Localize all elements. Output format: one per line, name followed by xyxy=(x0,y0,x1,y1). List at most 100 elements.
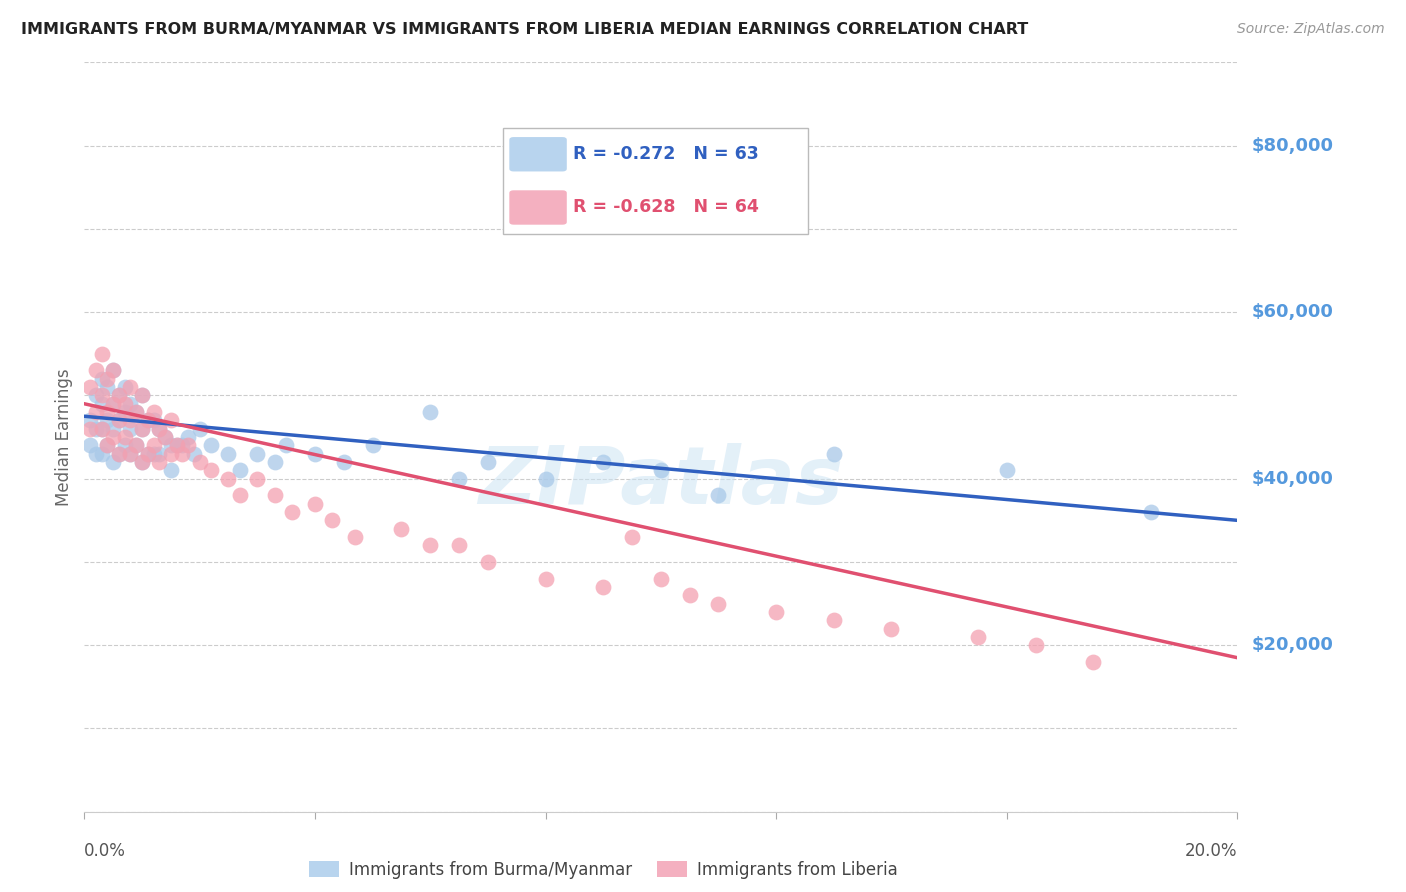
Point xyxy=(160,463,183,477)
Point xyxy=(96,372,118,386)
Point xyxy=(160,413,183,427)
Point xyxy=(449,472,471,486)
Point xyxy=(391,522,413,536)
Text: ZIPatlas: ZIPatlas xyxy=(478,443,844,521)
Point xyxy=(160,447,183,461)
Point xyxy=(108,413,131,427)
Point xyxy=(84,405,107,419)
Point xyxy=(188,455,211,469)
Point xyxy=(765,605,787,619)
Text: Source: ZipAtlas.com: Source: ZipAtlas.com xyxy=(1237,22,1385,37)
Point xyxy=(177,430,200,444)
Point xyxy=(84,388,107,402)
Point xyxy=(90,372,112,386)
Point xyxy=(142,438,165,452)
Text: 0.0%: 0.0% xyxy=(84,842,127,860)
Point xyxy=(477,455,499,469)
Point xyxy=(246,447,269,461)
Point xyxy=(131,388,153,402)
Text: $80,000: $80,000 xyxy=(1251,136,1333,154)
Point xyxy=(153,430,176,444)
Point xyxy=(419,538,441,552)
Point xyxy=(96,438,118,452)
Point xyxy=(125,405,148,419)
Point xyxy=(281,505,304,519)
Point xyxy=(1083,655,1105,669)
Point xyxy=(534,472,557,486)
Text: $40,000: $40,000 xyxy=(1251,470,1333,488)
Point xyxy=(344,530,367,544)
Point xyxy=(172,438,194,452)
Point xyxy=(592,455,614,469)
Point xyxy=(131,455,153,469)
Point xyxy=(103,397,124,411)
Point xyxy=(114,430,136,444)
Point xyxy=(679,588,702,602)
Point xyxy=(650,572,672,586)
Legend: Immigrants from Burma/Myanmar, Immigrants from Liberia: Immigrants from Burma/Myanmar, Immigrant… xyxy=(302,855,904,886)
Point xyxy=(103,397,124,411)
Point xyxy=(188,422,211,436)
Point xyxy=(131,455,153,469)
Point xyxy=(166,438,188,452)
Point xyxy=(449,538,471,552)
Point xyxy=(148,455,170,469)
Point xyxy=(103,363,124,377)
Text: IMMIGRANTS FROM BURMA/MYANMAR VS IMMIGRANTS FROM LIBERIA MEDIAN EARNINGS CORRELA: IMMIGRANTS FROM BURMA/MYANMAR VS IMMIGRA… xyxy=(21,22,1028,37)
Point xyxy=(333,455,356,469)
Point xyxy=(1140,505,1163,519)
Point xyxy=(120,413,142,427)
Point xyxy=(79,413,101,427)
Point xyxy=(108,447,131,461)
Point xyxy=(148,447,170,461)
Point xyxy=(90,422,112,436)
Point xyxy=(90,447,112,461)
Point xyxy=(96,380,118,394)
Point xyxy=(361,438,384,452)
Point xyxy=(84,363,107,377)
Point xyxy=(103,455,124,469)
Point xyxy=(246,472,269,486)
Point xyxy=(160,438,183,452)
Point xyxy=(114,380,136,394)
Point xyxy=(263,455,285,469)
Point xyxy=(114,397,136,411)
Point xyxy=(218,447,240,461)
Point xyxy=(142,405,165,419)
Point xyxy=(200,463,222,477)
Point xyxy=(142,413,165,427)
Point xyxy=(153,430,176,444)
Point xyxy=(108,388,131,402)
Point xyxy=(183,447,205,461)
Point xyxy=(96,438,118,452)
Point xyxy=(103,430,124,444)
Point xyxy=(218,472,240,486)
Point xyxy=(90,347,112,361)
Point xyxy=(707,488,730,502)
Point xyxy=(621,530,644,544)
Point xyxy=(177,438,200,452)
Point xyxy=(131,422,153,436)
Point xyxy=(90,422,112,436)
Point xyxy=(131,388,153,402)
Point xyxy=(108,413,131,427)
Point xyxy=(229,488,252,502)
Point xyxy=(79,422,101,436)
Point xyxy=(967,630,990,644)
Point xyxy=(90,388,112,402)
Text: 20.0%: 20.0% xyxy=(1185,842,1237,860)
Point xyxy=(131,422,153,436)
Point xyxy=(114,438,136,452)
Point xyxy=(534,572,557,586)
Point xyxy=(304,497,326,511)
Point xyxy=(120,380,142,394)
Point xyxy=(592,580,614,594)
Point xyxy=(304,447,326,461)
Text: $60,000: $60,000 xyxy=(1251,303,1333,321)
Point xyxy=(125,438,148,452)
Point xyxy=(79,438,101,452)
Point xyxy=(263,488,285,502)
Text: R = -0.628   N = 64: R = -0.628 N = 64 xyxy=(574,199,759,217)
Point xyxy=(136,447,159,461)
Point xyxy=(995,463,1018,477)
